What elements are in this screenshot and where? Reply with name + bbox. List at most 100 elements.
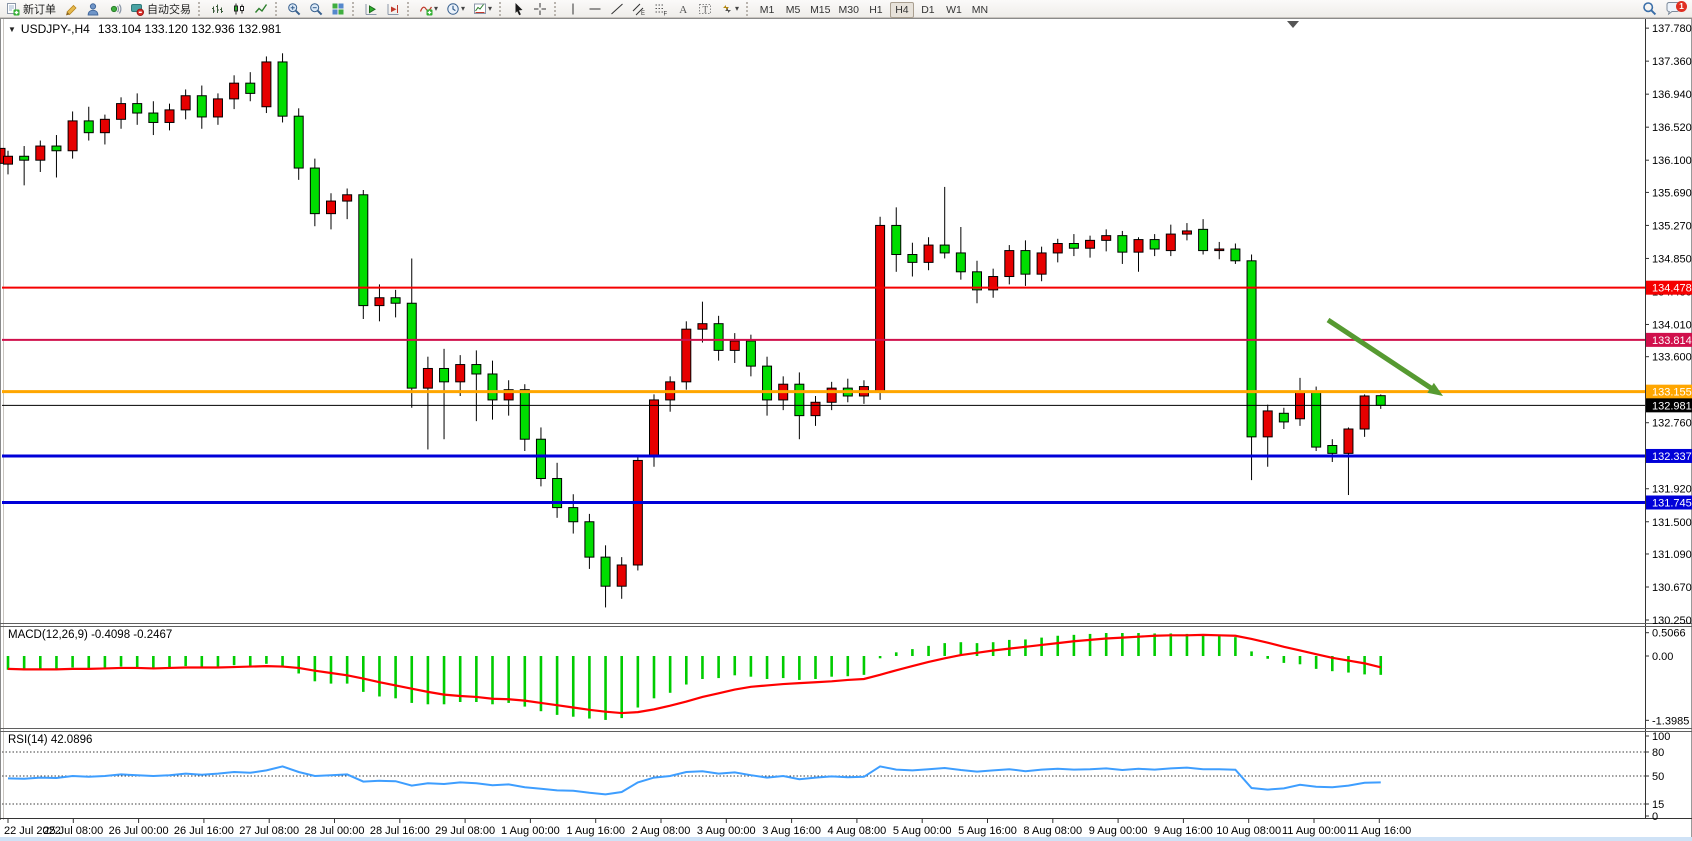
line-chart-button[interactable]	[251, 1, 271, 17]
rsi-axis-label: 100	[1652, 731, 1670, 743]
chat-button[interactable]: 1	[1662, 0, 1687, 17]
crayon-icon	[64, 2, 78, 16]
candle-body	[83, 120, 94, 134]
auto-scroll-button[interactable]	[361, 1, 381, 17]
trendline-button[interactable]	[607, 1, 627, 17]
chart-background[interactable]	[0, 18, 1692, 841]
price-axis-label: 131.920	[1652, 484, 1692, 496]
svg-text:A: A	[679, 4, 687, 16]
auto-scroll-icon	[364, 2, 378, 16]
time-axis-label[interactable]: 5 Aug 16:00	[958, 825, 1017, 837]
vertical-line-button[interactable]	[563, 1, 583, 17]
candle-body	[649, 399, 659, 457]
text-button[interactable]: A	[673, 1, 693, 17]
price-badge-label: 133.814	[1652, 335, 1692, 347]
candle-body	[342, 194, 353, 202]
timeframe-button-MN[interactable]: MN	[971, 3, 989, 16]
candle-body	[552, 478, 563, 509]
arrows-button[interactable]: ▾	[717, 1, 742, 17]
time-axis-label[interactable]: 28 Jul 16:00	[370, 825, 430, 837]
new-order-button[interactable]: 新订单	[3, 1, 59, 17]
candlestick-chart-button[interactable]	[229, 1, 249, 17]
macd-indicator-label: MACD(12,26,9) -0.4098 -0.2467	[8, 629, 173, 641]
autotrading-button[interactable]: 自动交易	[127, 1, 194, 17]
time-axis-label[interactable]: 5 Aug 00:00	[893, 825, 952, 837]
candle-body	[35, 145, 46, 161]
timeframe-button-M1[interactable]: M1	[759, 3, 775, 16]
time-axis-label[interactable]: 9 Aug 16:00	[1154, 825, 1213, 837]
time-axis-label[interactable]: 27 Jul 08:00	[239, 825, 299, 837]
timeframe-button-H4[interactable]: H4	[889, 1, 914, 18]
trendline-icon	[610, 2, 624, 16]
candle-body	[632, 459, 643, 566]
new-order-icon	[6, 2, 20, 16]
time-axis-label[interactable]: 22 Jul 2022	[4, 825, 61, 837]
candle-body	[923, 244, 934, 263]
time-axis-label[interactable]: 9 Aug 00:00	[1089, 825, 1148, 837]
time-axis-label[interactable]: 4 Aug 08:00	[828, 825, 887, 837]
toolbar: 新订单 自动交易 ▾ ▾ ▾ E F A T ▾ M1 M5 M15 M30 H1 H4 D…	[0, 0, 1692, 18]
trend-arrow-object[interactable]	[1326, 317, 1437, 393]
candle-body	[99, 118, 110, 134]
time-axis-label[interactable]: 26 Jul 16:00	[174, 825, 234, 837]
collapse-arrow-icon[interactable]: ▼	[8, 24, 16, 34]
time-axis-label[interactable]: 29 Jul 08:00	[435, 825, 495, 837]
alerts-button[interactable]	[105, 1, 125, 17]
fibonacci-button[interactable]: F	[651, 1, 671, 17]
timeframe-button-M5[interactable]: M5	[785, 3, 801, 16]
time-axis-label[interactable]: 2 Aug 08:00	[632, 825, 691, 837]
candle-body	[503, 389, 514, 401]
profile-button[interactable]	[83, 1, 103, 17]
time-axis-label[interactable]: 3 Aug 00:00	[697, 825, 756, 837]
price-badge-label: 134.478	[1652, 283, 1692, 295]
candle-body	[584, 521, 595, 558]
time-axis-label[interactable]: 1 Aug 16:00	[566, 825, 625, 837]
indicators-button[interactable]: ▾	[416, 1, 441, 17]
chart-shift-marker-icon[interactable]	[1287, 21, 1299, 28]
time-axis-label[interactable]: 28 Jul 00:00	[305, 825, 365, 837]
candle-body	[212, 98, 223, 118]
time-axis-label[interactable]: 11 Aug 16:00	[1347, 825, 1411, 837]
crayon-tool-button[interactable]	[61, 1, 81, 17]
time-axis-label[interactable]: 25 Jul 08:00	[43, 825, 103, 837]
search-button[interactable]	[1639, 1, 1660, 17]
candlestick-chart-icon	[232, 2, 246, 16]
equidistant-channel-button[interactable]: E	[629, 1, 649, 17]
timeframe-button-M30[interactable]: M30	[838, 3, 859, 16]
symbol-timeframe-label: USDJPY-,H4	[20, 22, 90, 36]
chart-canvas[interactable]: 137.780 137.360 136.940 136.520 136.100 135.6…	[0, 18, 1692, 841]
equidistant-channel-icon: E	[632, 2, 646, 16]
time-axis-label[interactable]: 8 Aug 08:00	[1023, 825, 1082, 837]
crosshair-button[interactable]	[530, 1, 550, 17]
time-axis-label[interactable]: 3 Aug 16:00	[762, 825, 821, 837]
time-axis-label[interactable]: 10 Aug 08:00	[1216, 825, 1281, 837]
timeframe-button-W1[interactable]: W1	[946, 3, 962, 16]
timeframe-button-H1[interactable]: H1	[869, 3, 883, 16]
time-axis-label[interactable]: 1 Aug 00:00	[501, 825, 560, 837]
candle-body	[1311, 390, 1322, 448]
tile-windows-button[interactable]	[328, 1, 348, 17]
price-axis-label: 137.780	[1652, 23, 1692, 35]
price-badge	[1646, 384, 1692, 399]
candle-body	[1343, 428, 1354, 454]
price-axis-label: 134.010	[1652, 319, 1692, 331]
chart-window: 137.780 137.360 136.940 136.520 136.100 135.6…	[0, 18, 1692, 841]
candle-body	[1085, 239, 1096, 249]
text-label-button[interactable]: T	[695, 1, 715, 17]
chart-shift-button[interactable]	[383, 1, 403, 17]
time-axis-label[interactable]: 11 Aug 00:00	[1282, 825, 1346, 837]
svg-text:T: T	[703, 4, 709, 14]
time-axis-label[interactable]: 26 Jul 00:00	[109, 825, 169, 837]
timeframe-button-D1[interactable]: D1	[921, 3, 935, 16]
timeframe-button-M15[interactable]: M15	[810, 3, 831, 16]
price-axis-label: 130.250	[1652, 615, 1692, 627]
templates-button[interactable]: ▾	[470, 1, 495, 17]
horizontal-line-button[interactable]	[585, 1, 605, 17]
cursor-button[interactable]	[508, 1, 528, 17]
periods-button[interactable]: ▾	[443, 1, 468, 17]
zoom-in-button[interactable]	[284, 1, 304, 17]
zoom-out-button[interactable]	[306, 1, 326, 17]
candle-body	[309, 167, 320, 215]
trend-arrow-head[interactable]	[1427, 382, 1443, 396]
bar-chart-button[interactable]	[207, 1, 227, 17]
